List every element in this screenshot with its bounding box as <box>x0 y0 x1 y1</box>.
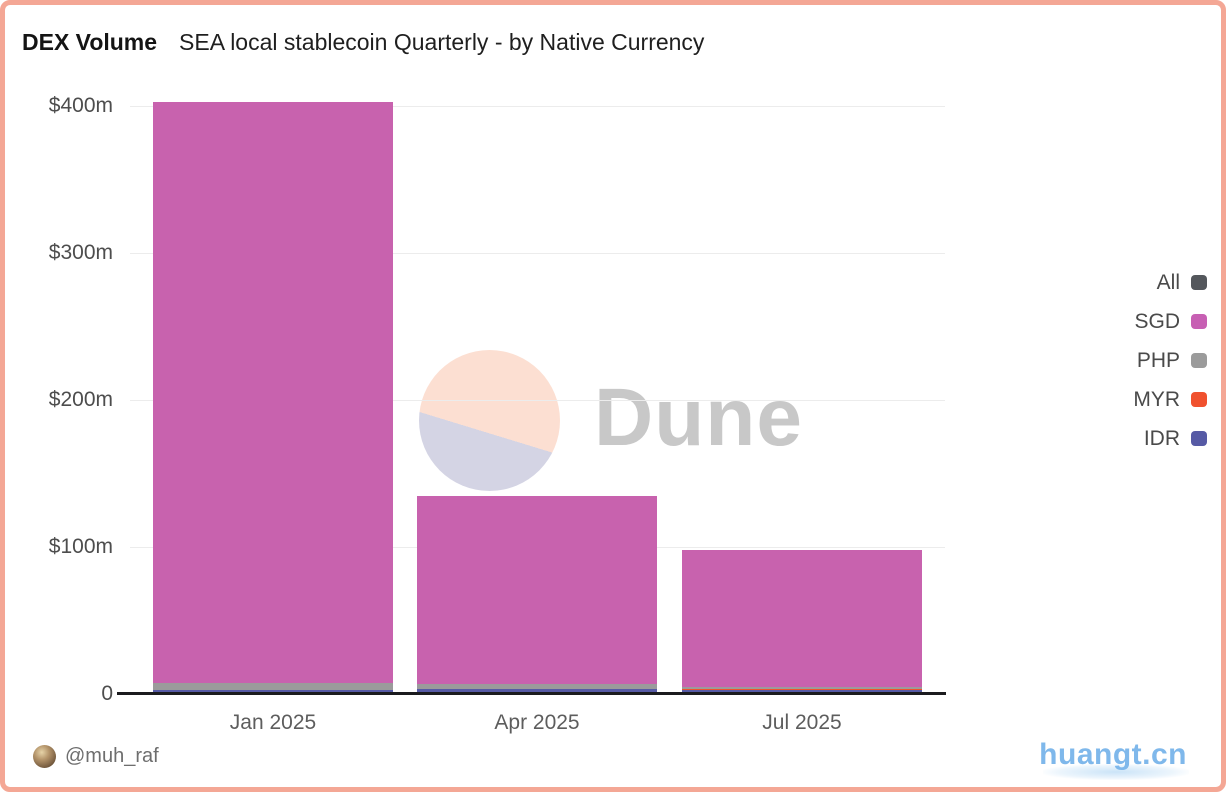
bar-jan-2025 <box>153 101 393 694</box>
bar-apr-2025 <box>417 495 657 694</box>
legend-label: PHP <box>1136 348 1180 372</box>
bar-segment-php <box>417 683 657 689</box>
legend-label: All <box>1156 270 1180 294</box>
bar-segment-idr <box>417 689 657 694</box>
y-tick-label: 0 <box>101 682 113 705</box>
y-tick-label: $100m <box>48 535 113 558</box>
bar-segment-myr <box>682 688 922 690</box>
y-tick-label: $300m <box>48 241 113 264</box>
legend-swatch-icon <box>1191 275 1207 290</box>
gridline-300 <box>130 253 945 254</box>
gridline-200 <box>130 400 945 401</box>
legend-swatch-icon <box>1191 314 1207 329</box>
legend-swatch-icon <box>1191 392 1207 407</box>
legend-item-php[interactable]: PHP <box>1133 341 1207 380</box>
bar-segment-idr <box>682 689 922 694</box>
x-tick-label: Jan 2025 <box>229 711 317 734</box>
bar-segment-php <box>682 686 922 689</box>
dune-logo-icon <box>419 350 560 491</box>
bar-segment-sgd <box>417 495 657 684</box>
chart-plot-area <box>130 93 945 694</box>
legend-item-all[interactable]: All <box>1133 263 1207 302</box>
author-avatar <box>33 745 56 768</box>
y-tick-label: $400m <box>48 94 113 117</box>
chart-title: DEX Volume <box>22 29 158 55</box>
brand-swoosh-icon <box>1043 764 1189 780</box>
bar-jul-2025 <box>682 549 922 694</box>
bar-segment-php <box>153 682 393 690</box>
legend-swatch-icon <box>1191 353 1207 368</box>
legend-item-myr[interactable]: MYR <box>1133 380 1207 419</box>
legend-item-sgd[interactable]: SGD <box>1133 302 1207 341</box>
author-attribution: @muh_raf <box>33 745 159 768</box>
gridline-400 <box>130 106 945 107</box>
legend-label: SGD <box>1134 309 1180 333</box>
legend-label: IDR <box>1143 426 1180 450</box>
legend-item-idr[interactable]: IDR <box>1133 419 1207 458</box>
bar-segment-sgd <box>153 101 393 683</box>
brand-text: huangt.cn <box>1039 738 1187 771</box>
legend-label: MYR <box>1133 387 1180 411</box>
y-tick-label: $200m <box>48 388 113 411</box>
bar-segment-sgd <box>682 549 922 687</box>
author-handle: @muh_raf <box>65 745 159 767</box>
legend: All SGD PHP MYR IDR <box>1133 263 1207 458</box>
dune-watermark-text: Dune <box>594 372 803 463</box>
legend-swatch-icon <box>1191 431 1207 446</box>
brand-mark: huangt.cn <box>1039 738 1189 780</box>
chart-header: DEX Volume SEA local stablecoin Quarterl… <box>22 29 704 56</box>
x-tick-label: Jul 2025 <box>762 711 842 734</box>
chart-subtitle: SEA local stablecoin Quarterly - by Nati… <box>179 29 705 55</box>
x-tick-label: Apr 2025 <box>494 711 580 734</box>
x-axis-line <box>117 692 946 695</box>
